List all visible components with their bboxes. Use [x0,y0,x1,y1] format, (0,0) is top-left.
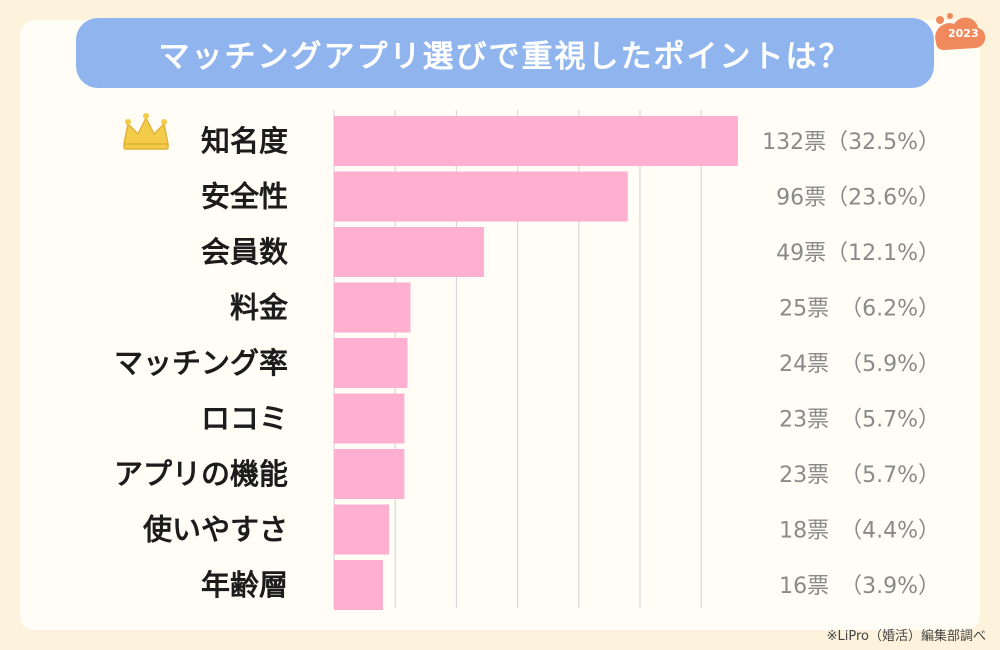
category-label: 年齢層 [201,568,288,602]
bar [334,171,628,222]
value-label: 23票 （5.7%） [779,408,940,433]
chart-title: マッチングアプリ選びで重視したポイントは？ [158,38,852,75]
category-label: 安全性 [201,180,288,214]
category-label: ロコミ [201,402,288,436]
value-label: 23票 （5.7%） [779,463,940,488]
bar [334,227,484,277]
category-label: 料金 [230,291,289,325]
badge-year: 2023 [948,27,979,40]
title-banner: マッチングアプリ選びで重視したポイントは？ [76,18,934,88]
bar [334,282,411,333]
value-label: 24票 （5.9%） [779,352,940,377]
bar [334,504,390,555]
source-note: ※LiPro（婚活）編集部調べ [826,629,986,644]
bar [334,338,408,388]
value-labels: 132票（32.5%） 96票（23.6%） 49票（12.1%） 25票 （6.2%… [762,130,940,599]
bar [334,449,405,499]
category-label: 使いやすさ [142,513,288,547]
bar [334,393,405,444]
bar [334,560,383,610]
value-label: 16票 （3.9%） [779,574,940,599]
category-label: 知名度 [201,124,288,158]
category-label: 会員数 [201,235,289,269]
value-label: 132票（32.5%） [762,130,940,155]
bars-group [334,116,738,610]
logo-badge-icon [935,13,986,50]
category-label: マッチング率 [114,346,288,380]
value-label: 25票 （6.2%） [779,297,940,322]
value-label: 49票（12.1%） [776,241,940,266]
value-label: 96票（23.6%） [776,186,940,211]
value-label: 18票 （4.4%） [779,519,940,544]
category-label: アプリの機能 [114,457,288,491]
crown-icon [123,113,169,150]
bar [334,116,738,166]
